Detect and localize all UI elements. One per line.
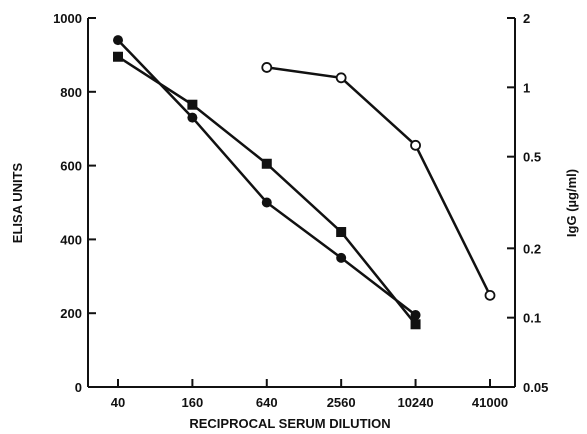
y2-axis-title: IgG (µg/ml) [564,169,579,237]
x-tick-label: 640 [256,395,278,410]
y2-tick-label: 0.1 [523,311,541,326]
left-axis-ticks: 0 200 400 600 800 1000 [53,11,96,395]
series-3-point [335,72,347,84]
y2-tick-label: 0.2 [523,241,541,256]
series-1-point [113,35,123,46]
x-tick-label: 2560 [327,395,356,410]
y2-tick-label: 0.05 [523,380,548,395]
series-1-line [117,39,417,316]
x-tick-label: 160 [182,395,204,410]
series-layer [113,35,496,330]
series-1-point [336,252,347,263]
x-axis-title: RECIPROCAL SERUM DILUTION [189,416,390,431]
y-tick-label: 1000 [53,11,82,26]
series-2-line [117,55,417,326]
x-tick-label: 41000 [472,395,508,410]
y-tick-label: 200 [60,306,82,321]
y-tick-label: 600 [60,159,82,174]
series-2-point [261,158,272,169]
series-2-point [336,227,347,238]
series-1-point [187,112,198,123]
y-axis-title: ELISA UNITS [10,162,25,243]
y-tick-label: 400 [60,232,82,247]
series-1-point [261,197,272,208]
x-axis-ticks: 40 160 640 2560 10240 41000 [111,379,508,410]
series-3-point [261,62,273,73]
x-tick-label: 40 [111,395,125,410]
y-tick-label: 0 [75,380,82,395]
series-3-point [410,139,421,151]
x-tick-label: 10240 [397,395,433,410]
series-3-line [266,66,492,296]
y-tick-label: 800 [60,85,82,100]
plot-frame [87,18,516,388]
series-2-point [410,319,421,330]
y2-tick-label: 1 [523,80,530,95]
right-axis-ticks: 0.05 0.1 0.2 0.5 1 2 [507,11,548,395]
series-1-point [410,310,421,321]
series-3-point [484,289,496,301]
y2-tick-label: 2 [523,11,530,26]
series-2-point [113,51,123,62]
y2-tick-label: 0.5 [523,150,541,165]
series-2-point [187,99,198,110]
